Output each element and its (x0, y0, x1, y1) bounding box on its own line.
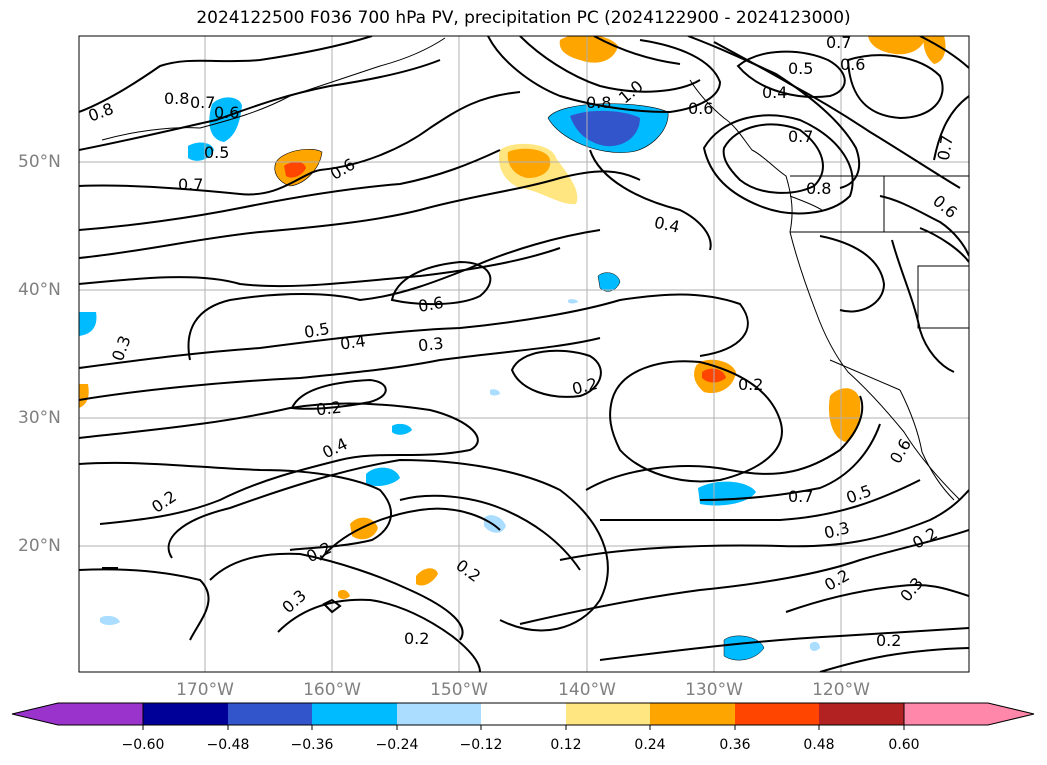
contour-label: 0.2 (738, 375, 763, 394)
contour-label: 0.5 (204, 143, 229, 162)
contour-label: 0.2 (452, 556, 484, 586)
contour-label: 0.4 (339, 331, 367, 353)
contour-label: 0.5 (303, 319, 331, 342)
map-frame (78, 35, 970, 673)
colorbar-tick: −0.48 (206, 737, 250, 753)
lon-label: 150°W (430, 680, 488, 700)
contour-label: 0.2 (570, 374, 599, 399)
contour-label: 0.7 (934, 134, 957, 162)
contour-label: 0.6 (840, 55, 865, 74)
contour-label: 0.3 (822, 518, 851, 543)
contour-label: 0.3 (417, 334, 444, 356)
contour-label: 0.4 (653, 213, 682, 237)
contour-label: 0.8 (806, 179, 831, 198)
contour-label: 0.2 (909, 523, 941, 552)
contour-label: 0.8 (164, 89, 189, 108)
contour-label: 0.7 (788, 487, 813, 506)
contour-label: 0.2 (148, 487, 180, 517)
lon-label: 130°W (685, 680, 743, 700)
contour-label: 0.6 (417, 293, 445, 316)
lon-label: 160°W (303, 680, 361, 700)
map-title: 2024122500 F036 700 hPa PV, precipitatio… (196, 8, 851, 28)
contour-label: 0.7 (788, 127, 813, 146)
contour-label: 1.0 (615, 76, 647, 107)
colorbar-tick: −0.60 (121, 737, 165, 753)
contour-label: 0.7 (826, 33, 851, 52)
colorbar-tick: 0.60 (888, 737, 920, 753)
contour-label: 0.2 (315, 398, 342, 420)
contour-label: 0.6 (688, 99, 713, 118)
contour-label: 0.8 (586, 93, 611, 112)
contour-labels: 0.8 0.8 0.7 0.6 0.5 0.7 0.6 0.8 1.0 0.6 … (86, 33, 961, 650)
contour-label: 0.5 (844, 481, 874, 508)
lat-label: 40°N (18, 280, 61, 300)
contour-label: 0.4 (762, 83, 787, 102)
contour-label: 0.6 (929, 191, 961, 222)
contour-label: 0.2 (404, 629, 429, 648)
lat-label: 20°N (18, 536, 61, 556)
contour-label: 0.6 (214, 103, 239, 122)
colorbar-tick: 0.36 (719, 737, 751, 753)
contour-label: 0.2 (303, 538, 334, 566)
contour-label: 0.7 (178, 175, 203, 194)
contour-label: 0.8 (86, 99, 116, 126)
contour-label: 0.2 (876, 631, 901, 650)
colorbar-tick: −0.24 (375, 737, 419, 753)
lat-label: 30°N (18, 408, 61, 428)
colorbar-tick: 0.48 (803, 737, 835, 753)
lon-label: 170°W (176, 680, 234, 700)
colorbar-tick: 0.24 (634, 737, 666, 753)
contour-label: 0.5 (788, 59, 813, 78)
contour-label: 0.6 (886, 435, 915, 467)
pv-contours (79, 36, 969, 672)
colorbar-tick: −0.36 (290, 737, 334, 753)
contour-label: 0.7 (190, 93, 215, 112)
lon-label: 120°W (812, 680, 870, 700)
lon-label: 140°W (558, 680, 616, 700)
colorbar-tick: 0.12 (550, 737, 582, 753)
precipitation-shading (79, 36, 946, 661)
colorbar-tick: −0.12 (459, 737, 503, 753)
lat-label: 50°N (18, 152, 61, 172)
contour-label: 0.3 (108, 333, 135, 363)
colorbar (11, 702, 1035, 730)
contour-label: 0.3 (896, 574, 927, 606)
